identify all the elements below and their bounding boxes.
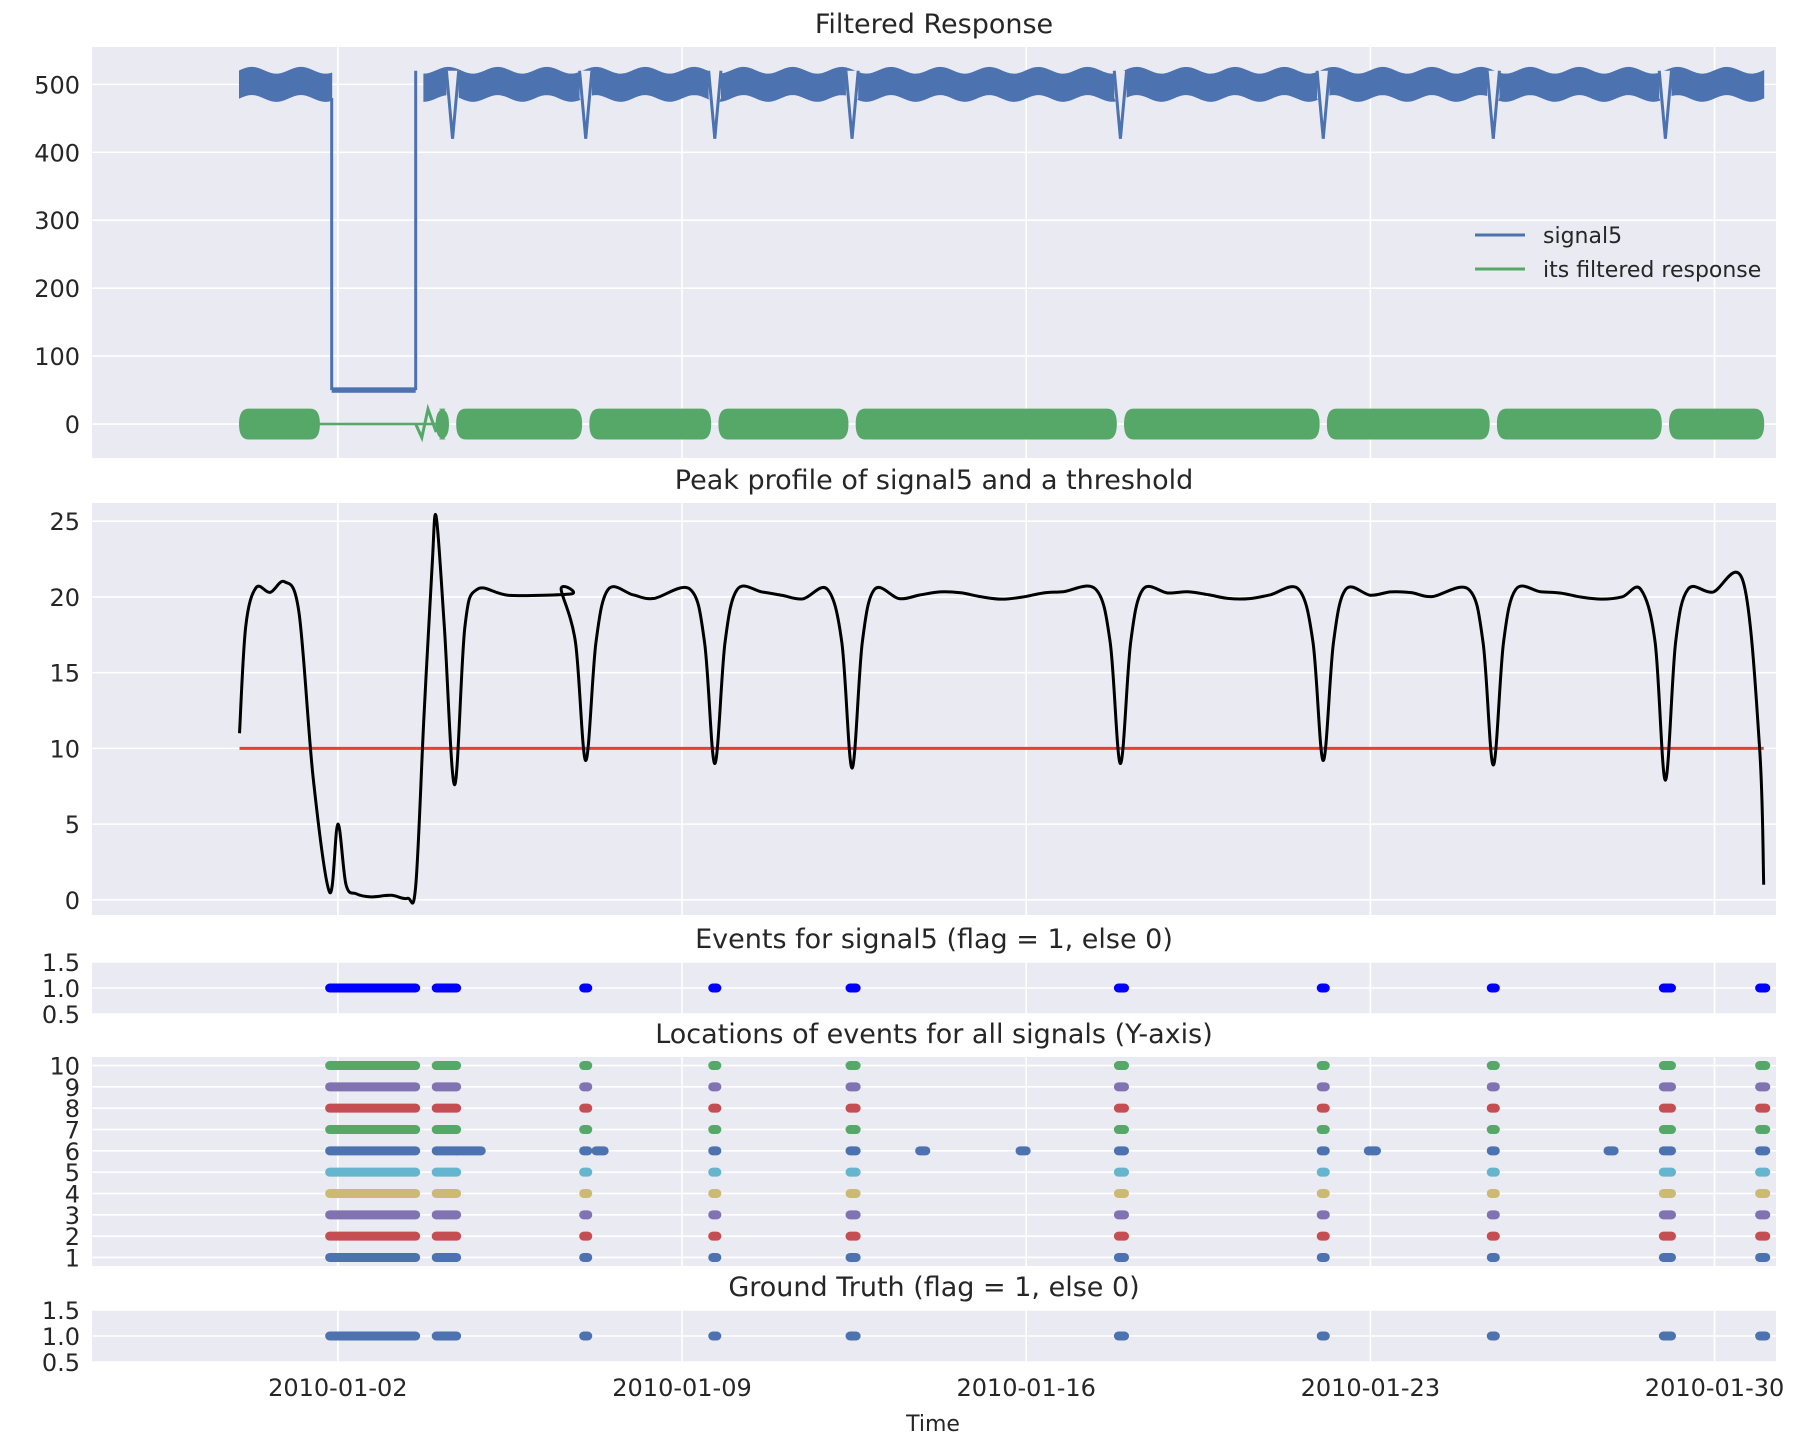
x-axis-label: Time [905,1412,960,1437]
y-tick-label: 500 [34,71,80,99]
signal5-dip [1112,70,1129,139]
y-tick-label: 1.5 [42,949,80,977]
y-tick-label: 1.0 [42,1323,80,1351]
filtered-response-band [855,408,1117,440]
signal5-dip-gap [1317,70,1330,139]
signal5-dip-gap [446,70,459,139]
signal5-dip [1657,70,1674,139]
signal5-dip [1485,70,1501,139]
y-tick-label: 3 [65,1202,80,1230]
signal5-dip [707,70,723,139]
panel-title: Peak profile of signal5 and a threshold [675,465,1193,496]
signal5-dip [444,70,461,139]
y-tick-label: 7 [65,1117,80,1145]
x-tick-label: 2010-01-23 [1301,1374,1440,1402]
y-tick-label: 1.0 [42,975,80,1003]
filtered-response-band [589,408,712,440]
panel-title: Events for signal5 (flag = 1, else 0) [695,924,1173,955]
y-tick-label: 20 [49,584,80,612]
panel-3: 0.51.01.5 Events for signal5 (flag = 1, e… [42,924,1776,1029]
filtered-response-band [1668,408,1765,440]
y-tick-label: 0.5 [42,1001,80,1029]
y-tick-label: 300 [34,207,80,235]
signal5-dip-gap [1487,70,1500,139]
filtered-response-transient [414,403,438,443]
signal5-band [423,66,1765,102]
signal5-dip-gap [845,70,859,139]
signal5-dropout [331,387,416,393]
panel-title: Filtered Response [815,9,1053,40]
y-tick-label: 400 [34,139,80,167]
signal5-dip-gap [708,70,721,139]
y-tick-label: 100 [34,343,80,371]
signal5-dip [578,70,594,139]
peak-profile-line [238,513,1766,905]
panel-1: 0 100 200 300 400 500 Filtered Response signal5… [34,9,1776,458]
y-tick-label: 6 [65,1138,80,1166]
panel-title: Ground Truth (flag = 1, else 0) [728,1272,1139,1303]
panel-2: 0 5 10 15 20 25 Peak profile of signal5 and a … [49,465,1776,915]
signal5-dip-gap [1114,70,1127,139]
legend-label: signal5 [1543,224,1622,249]
filtered-response-band [718,408,849,440]
y-tick-label: 1 [65,1244,80,1272]
x-tick-label: 2010-01-30 [1645,1374,1784,1402]
panel-title: Locations of events for all signals (Y-a… [655,1019,1213,1050]
y-tick-label: 0 [65,887,80,915]
y-tick-label: 8 [65,1095,80,1123]
y-tick-label: 4 [65,1180,80,1208]
filtered-response-band [239,408,320,440]
y-tick-label: 200 [34,275,80,303]
axes-background [92,47,1776,458]
axes-background [92,503,1776,915]
signal5-dip [1315,70,1331,139]
y-tick-label: 9 [65,1074,80,1102]
axes-background [92,1057,1776,1266]
filtered-response-band [1326,408,1490,440]
panel-5: 0.51.01.5 Ground Truth (flag = 1, else 0) [42,1272,1776,1377]
filtered-response-band [456,408,583,440]
y-tick-label: 25 [49,508,80,536]
signal5-dip-gap [1659,70,1672,139]
filtered-response-band [435,408,449,440]
y-tick-label: 10 [49,735,80,763]
y-tick-label: 2 [65,1223,80,1251]
y-tick-label: 15 [49,660,80,688]
y-tick-label: 10 [49,1053,80,1081]
filtered-response-band [1496,408,1662,440]
y-tick-label: 1.5 [42,1297,80,1325]
filtered-response-band [1124,408,1320,440]
y-tick-label: 5 [65,1159,80,1187]
y-tick-label: 0.5 [42,1349,80,1377]
x-tick-label: 2010-01-16 [956,1374,1095,1402]
y-tick-label: 5 [65,811,80,839]
y-tick-label: 0 [65,411,80,439]
signal5-dip-gap [579,70,592,139]
legend: signal5 its filtered response [1475,224,1761,283]
legend-label: its filtered response [1543,258,1761,283]
x-tick-label: 2010-01-09 [612,1374,751,1402]
x-tick-label: 2010-01-02 [268,1374,407,1402]
signal5-dip [844,70,860,139]
